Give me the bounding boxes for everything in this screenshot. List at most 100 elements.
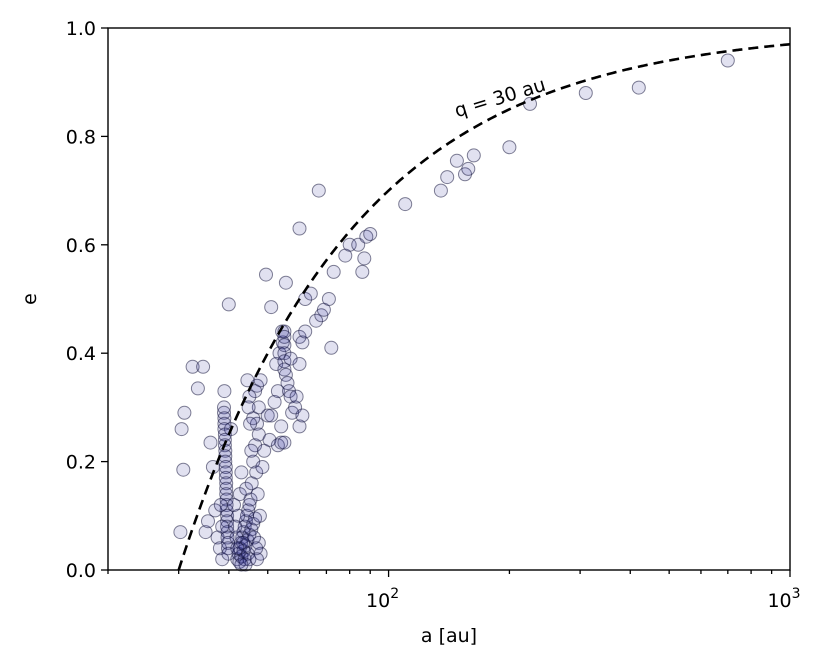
data-point <box>208 503 223 518</box>
data-point <box>219 492 234 507</box>
data-point <box>264 300 279 315</box>
data-point <box>433 183 448 198</box>
data-point <box>259 267 273 282</box>
data-point <box>277 435 292 450</box>
data-point <box>218 465 233 480</box>
data-point <box>227 498 241 512</box>
data-point <box>255 460 270 474</box>
data-point <box>295 335 310 350</box>
data-point <box>177 405 192 420</box>
data-point <box>190 381 205 396</box>
data-point <box>218 460 233 474</box>
plot-frame <box>107 27 791 571</box>
data-point <box>267 395 282 409</box>
data-point <box>326 264 341 279</box>
data-point <box>219 481 234 496</box>
data-point <box>219 498 234 512</box>
y-tick-label: 0.2 <box>66 452 96 474</box>
data-point <box>355 264 370 279</box>
data-point <box>720 53 735 68</box>
x-tick-label: 102 <box>366 586 399 612</box>
data-point <box>219 503 234 518</box>
data-point <box>250 552 264 567</box>
data-point <box>217 405 231 420</box>
data-point <box>363 227 378 241</box>
data-point <box>440 170 455 185</box>
data-point <box>272 346 287 361</box>
data-point <box>283 351 298 366</box>
data-point <box>221 297 236 312</box>
perihelion-curve <box>177 42 791 571</box>
data-point <box>269 357 284 371</box>
data-point <box>244 443 259 458</box>
data-point <box>357 251 372 266</box>
data-point <box>466 148 481 163</box>
x-tick-label: 103 <box>767 586 800 612</box>
data-point <box>309 313 324 328</box>
data-point <box>461 161 476 176</box>
data-point <box>262 432 277 447</box>
data-point <box>274 435 289 450</box>
data-point <box>228 519 243 534</box>
data-point <box>311 183 326 198</box>
data-point <box>234 465 249 480</box>
data-point <box>398 197 413 212</box>
data-point <box>217 384 232 399</box>
data-point <box>277 329 292 344</box>
data-point <box>278 275 293 290</box>
data-point <box>295 408 310 423</box>
data-points <box>173 53 735 572</box>
y-tick-label: 0.8 <box>66 126 96 148</box>
data-point <box>215 519 230 534</box>
data-point <box>247 530 261 545</box>
y-axis-label: e <box>19 293 41 305</box>
data-point <box>289 389 304 404</box>
data-point <box>324 340 339 355</box>
y-tick-label: 0.4 <box>66 343 96 365</box>
data-point <box>292 221 307 236</box>
data-point <box>631 80 646 95</box>
data-point <box>212 541 227 556</box>
data-point <box>217 411 232 426</box>
y-tick-label: 0.6 <box>66 235 96 257</box>
data-point <box>217 416 232 431</box>
data-point <box>449 153 464 168</box>
y-tick-label: 1.0 <box>66 18 96 40</box>
data-point <box>321 292 336 306</box>
data-point <box>249 541 264 556</box>
data-point <box>218 470 233 485</box>
axis-ticks: 0.0 0.2 0.4 0.6 0.8 1.0 102 103 <box>66 18 801 612</box>
data-point <box>198 525 213 540</box>
y-tick-label: 0.0 <box>66 560 96 582</box>
data-point <box>203 435 218 450</box>
data-point <box>242 498 257 512</box>
data-point <box>282 384 296 399</box>
data-point <box>219 476 234 491</box>
data-point <box>292 419 307 434</box>
curve-annotation: q = 30 au <box>452 74 548 123</box>
data-point <box>250 487 265 502</box>
data-point <box>578 86 593 100</box>
data-point <box>244 522 259 537</box>
data-point <box>502 140 517 155</box>
data-point <box>359 229 374 244</box>
data-point <box>277 338 292 353</box>
data-point <box>220 514 235 529</box>
data-point <box>274 419 289 434</box>
data-point <box>243 416 258 431</box>
data-point <box>277 362 292 377</box>
data-point <box>270 384 285 399</box>
data-point <box>241 400 256 415</box>
data-point <box>238 557 253 572</box>
data-point <box>298 324 313 339</box>
data-point <box>217 400 231 415</box>
data-point <box>240 373 255 388</box>
data-point <box>176 462 191 477</box>
data-point <box>174 422 189 437</box>
data-point <box>213 498 228 512</box>
data-point <box>230 541 245 556</box>
data-point <box>251 400 266 415</box>
data-point <box>239 481 254 496</box>
data-point <box>196 359 211 374</box>
